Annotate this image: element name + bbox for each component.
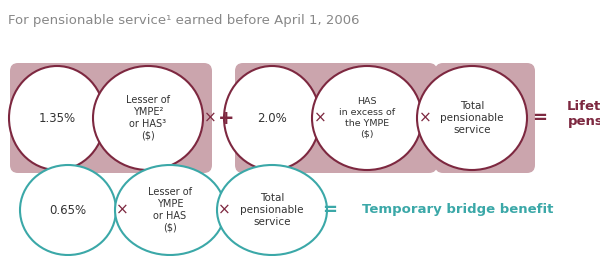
Text: ×: × — [419, 111, 431, 125]
Ellipse shape — [312, 66, 422, 170]
FancyBboxPatch shape — [235, 63, 437, 173]
Text: 2.0%: 2.0% — [257, 112, 287, 124]
FancyBboxPatch shape — [10, 63, 212, 173]
Text: Total
pensionable
service: Total pensionable service — [240, 193, 304, 227]
Text: HAS
in excess of
the YMPE
($): HAS in excess of the YMPE ($) — [339, 97, 395, 139]
Text: ×: × — [314, 111, 326, 125]
Ellipse shape — [93, 66, 203, 170]
FancyBboxPatch shape — [435, 63, 535, 173]
Ellipse shape — [9, 66, 105, 170]
Ellipse shape — [224, 66, 320, 170]
Ellipse shape — [417, 66, 527, 170]
Text: Temporary bridge benefit: Temporary bridge benefit — [362, 204, 553, 217]
Text: 0.65%: 0.65% — [49, 204, 86, 217]
Text: Lesser of
YMPE²
or HAS³
($): Lesser of YMPE² or HAS³ ($) — [126, 95, 170, 141]
Text: For pensionable service¹ earned before April 1, 2006: For pensionable service¹ earned before A… — [8, 14, 359, 27]
Text: ×: × — [218, 202, 230, 218]
Ellipse shape — [20, 165, 116, 255]
Text: =: = — [323, 201, 337, 219]
Text: ×: × — [203, 111, 217, 125]
Text: Lesser of
YMPE
or HAS
($): Lesser of YMPE or HAS ($) — [148, 187, 192, 233]
Text: +: + — [218, 109, 234, 127]
Text: =: = — [533, 109, 548, 127]
Text: ×: × — [116, 202, 128, 218]
Ellipse shape — [217, 165, 327, 255]
Text: Lifetime
pension: Lifetime pension — [567, 100, 600, 128]
Text: 1.35%: 1.35% — [38, 112, 76, 124]
Text: Total
pensionable
service: Total pensionable service — [440, 101, 504, 135]
Ellipse shape — [115, 165, 225, 255]
